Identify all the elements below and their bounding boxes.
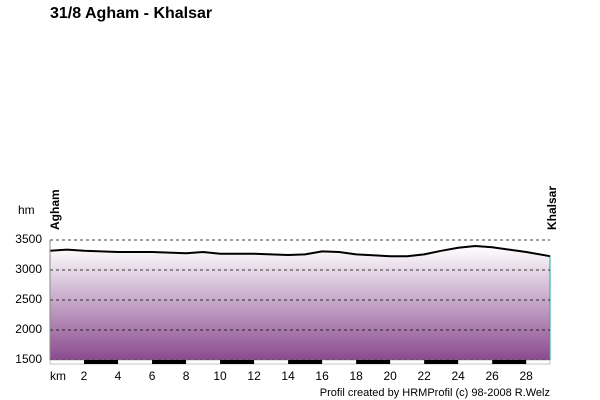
scale-segment bbox=[220, 360, 255, 364]
x-tick-label: 8 bbox=[183, 369, 190, 383]
x-tick-label: 10 bbox=[213, 369, 227, 383]
area-fill bbox=[50, 246, 550, 360]
scale-segment bbox=[84, 360, 119, 364]
x-tick-label: 22 bbox=[417, 369, 431, 383]
x-tick-label: 6 bbox=[149, 369, 156, 383]
x-axis-label: km bbox=[50, 369, 66, 383]
y-tick-label: 2500 bbox=[15, 292, 42, 306]
x-tick-label: 26 bbox=[485, 369, 499, 383]
x-tick-label: 14 bbox=[281, 369, 295, 383]
x-tick-label: 4 bbox=[115, 369, 122, 383]
profile-line bbox=[49, 244, 551, 258]
y-tick-label: 3500 bbox=[15, 232, 42, 246]
x-tick-label: 18 bbox=[349, 369, 363, 383]
x-tick-label: 24 bbox=[451, 369, 465, 383]
scale-segment bbox=[152, 360, 187, 364]
scale-segment bbox=[288, 360, 323, 364]
chart-title: 31/8 Agham - Khalsar bbox=[50, 5, 212, 22]
y-tick-label: 3000 bbox=[15, 262, 42, 276]
x-tick-label: 2 bbox=[81, 369, 88, 383]
x-tick-label: 20 bbox=[383, 369, 397, 383]
footer: Profil created by HRMProfil (c) 98-2008 … bbox=[320, 387, 550, 399]
scale-segment bbox=[424, 360, 459, 364]
y-axis-label: hm bbox=[18, 203, 35, 217]
y-tick-label: 2000 bbox=[15, 322, 42, 336]
end-label: Khalsar bbox=[545, 186, 559, 230]
scale-segment bbox=[492, 360, 527, 364]
y-tick-label: 1500 bbox=[15, 352, 42, 366]
x-tick-label: 16 bbox=[315, 369, 329, 383]
scale-segment bbox=[356, 360, 391, 364]
x-tick-label: 12 bbox=[247, 369, 261, 383]
x-tick-label: 28 bbox=[520, 369, 534, 383]
start-label: Agham bbox=[48, 189, 62, 230]
